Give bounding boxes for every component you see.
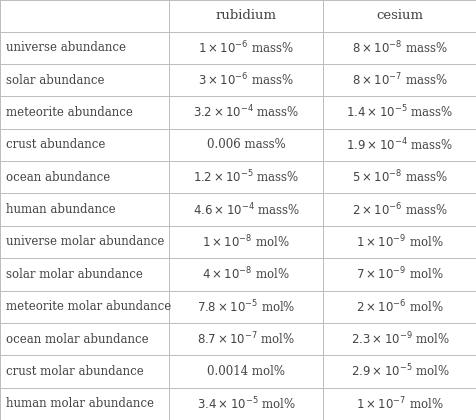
Text: $1\times10^{-7}$ mol%: $1\times10^{-7}$ mol%: [356, 396, 443, 412]
Text: $8\times10^{-8}$ mass%: $8\times10^{-8}$ mass%: [351, 39, 447, 56]
Text: human molar abundance: human molar abundance: [6, 397, 153, 410]
Text: meteorite molar abundance: meteorite molar abundance: [6, 300, 170, 313]
Text: $8\times10^{-7}$ mass%: $8\times10^{-7}$ mass%: [351, 72, 447, 88]
Text: $1.2\times10^{-5}$ mass%: $1.2\times10^{-5}$ mass%: [192, 169, 299, 186]
Text: $8.7\times10^{-7}$ mol%: $8.7\times10^{-7}$ mol%: [197, 331, 295, 347]
Text: $4.6\times10^{-4}$ mass%: $4.6\times10^{-4}$ mass%: [192, 201, 299, 218]
Text: rubidium: rubidium: [215, 9, 276, 22]
Text: $1.9\times10^{-4}$ mass%: $1.9\times10^{-4}$ mass%: [346, 136, 453, 153]
Text: solar molar abundance: solar molar abundance: [6, 268, 142, 281]
Text: cesium: cesium: [376, 9, 423, 22]
Text: $3.2\times10^{-4}$ mass%: $3.2\times10^{-4}$ mass%: [192, 104, 299, 121]
Text: $1\times10^{-6}$ mass%: $1\times10^{-6}$ mass%: [198, 39, 294, 56]
Text: $1\times10^{-9}$ mol%: $1\times10^{-9}$ mol%: [356, 234, 443, 250]
Text: ocean abundance: ocean abundance: [6, 171, 110, 184]
Text: ocean molar abundance: ocean molar abundance: [6, 333, 148, 346]
Text: crust molar abundance: crust molar abundance: [6, 365, 143, 378]
Text: $3\times10^{-6}$ mass%: $3\times10^{-6}$ mass%: [198, 72, 294, 88]
Text: universe molar abundance: universe molar abundance: [6, 236, 164, 249]
Text: $1.4\times10^{-5}$ mass%: $1.4\times10^{-5}$ mass%: [346, 104, 453, 121]
Text: human abundance: human abundance: [6, 203, 115, 216]
Text: solar abundance: solar abundance: [6, 74, 104, 87]
Text: crust abundance: crust abundance: [6, 138, 105, 151]
Text: $5\times10^{-8}$ mass%: $5\times10^{-8}$ mass%: [351, 169, 447, 186]
Text: $7\times10^{-9}$ mol%: $7\times10^{-9}$ mol%: [356, 266, 443, 283]
Text: $7.8\times10^{-5}$ mol%: $7.8\times10^{-5}$ mol%: [197, 298, 295, 315]
Text: 0.0014 mol%: 0.0014 mol%: [207, 365, 285, 378]
Text: $4\times10^{-8}$ mol%: $4\times10^{-8}$ mol%: [202, 266, 289, 283]
Text: $2.3\times10^{-9}$ mol%: $2.3\times10^{-9}$ mol%: [350, 331, 448, 347]
Text: meteorite abundance: meteorite abundance: [6, 106, 132, 119]
Text: $1\times10^{-8}$ mol%: $1\times10^{-8}$ mol%: [202, 234, 289, 250]
Text: 0.006 mass%: 0.006 mass%: [206, 138, 285, 151]
Text: $2\times10^{-6}$ mass%: $2\times10^{-6}$ mass%: [351, 201, 447, 218]
Text: $2.9\times10^{-5}$ mol%: $2.9\times10^{-5}$ mol%: [350, 363, 448, 380]
Text: universe abundance: universe abundance: [6, 41, 126, 54]
Text: $2\times10^{-6}$ mol%: $2\times10^{-6}$ mol%: [356, 298, 443, 315]
Text: $3.4\times10^{-5}$ mol%: $3.4\times10^{-5}$ mol%: [196, 396, 295, 412]
